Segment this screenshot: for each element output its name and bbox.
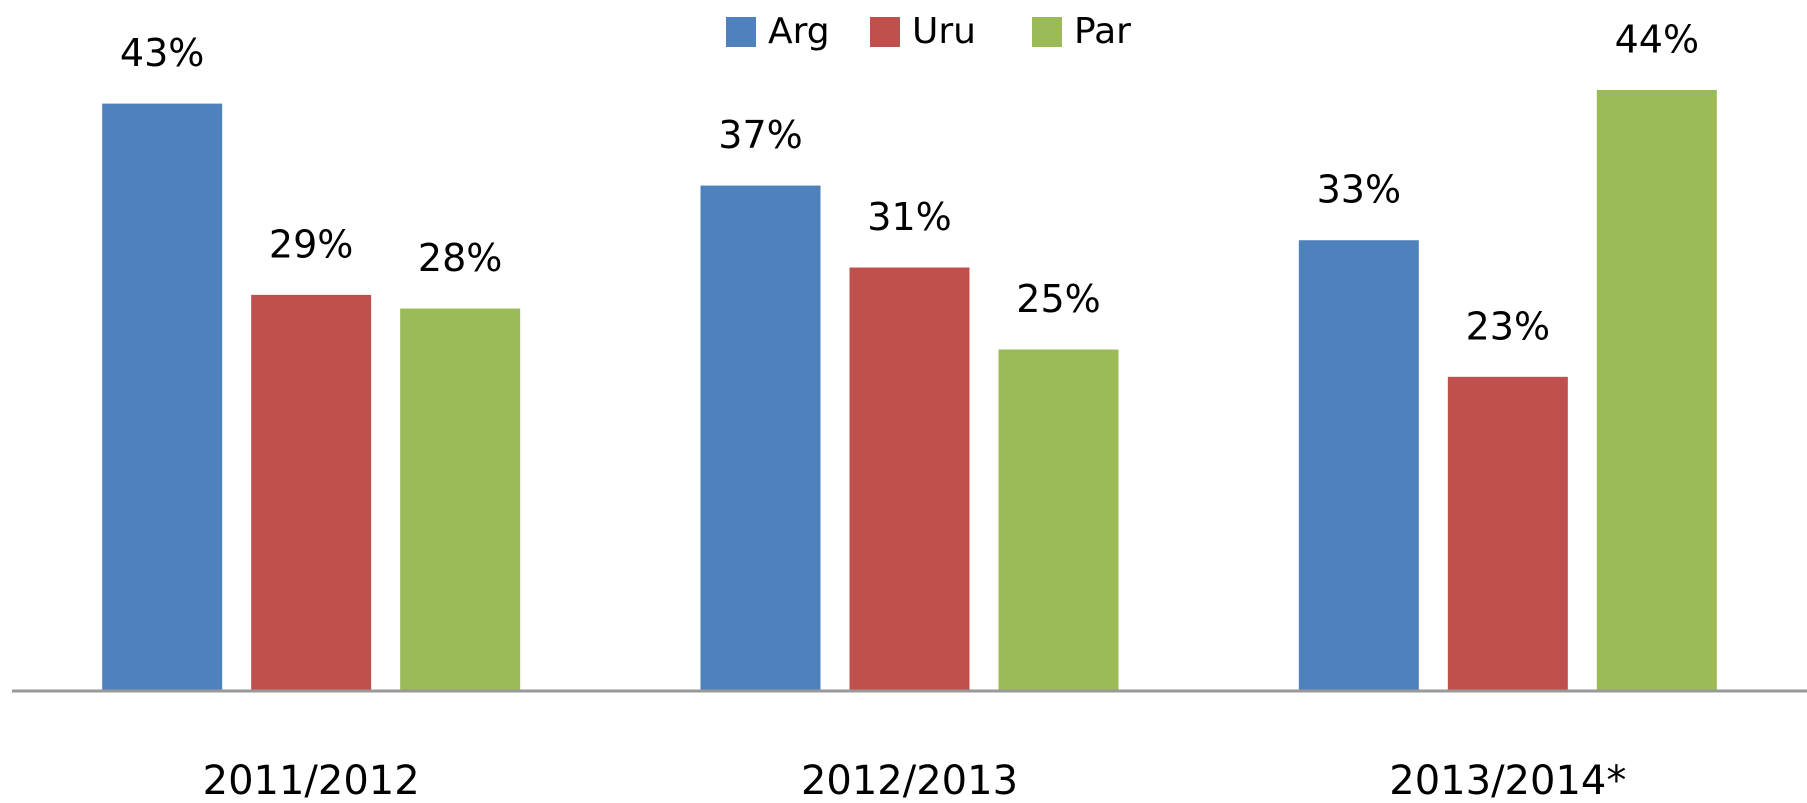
legend-label: Par <box>1074 11 1131 52</box>
x-tick-label: 2013/2014* <box>1389 758 1626 803</box>
x-tick-label: 2012/2013 <box>801 758 1018 803</box>
bar <box>251 294 372 691</box>
data-label: 43% <box>120 31 204 75</box>
bar <box>1447 376 1568 691</box>
bar <box>1596 89 1717 691</box>
legend-swatch <box>870 17 900 47</box>
data-label: 23% <box>1466 304 1550 348</box>
data-label: 33% <box>1317 168 1401 212</box>
bar <box>1298 240 1419 691</box>
data-label: 25% <box>1016 277 1100 321</box>
legend-label: Arg <box>768 11 830 52</box>
data-label: 28% <box>418 236 502 280</box>
legend-label: Uru <box>912 11 976 52</box>
data-label: 44% <box>1615 17 1699 61</box>
legend-swatch <box>1032 17 1062 47</box>
data-label: 31% <box>867 195 951 239</box>
data-label: 37% <box>718 113 802 157</box>
bar <box>700 185 821 691</box>
bar <box>400 308 521 691</box>
bar <box>102 103 223 692</box>
bar <box>849 267 970 691</box>
bar <box>998 349 1119 691</box>
data-label: 29% <box>269 222 353 266</box>
legend-swatch <box>726 17 756 47</box>
x-tick-label: 2011/2012 <box>203 758 420 803</box>
